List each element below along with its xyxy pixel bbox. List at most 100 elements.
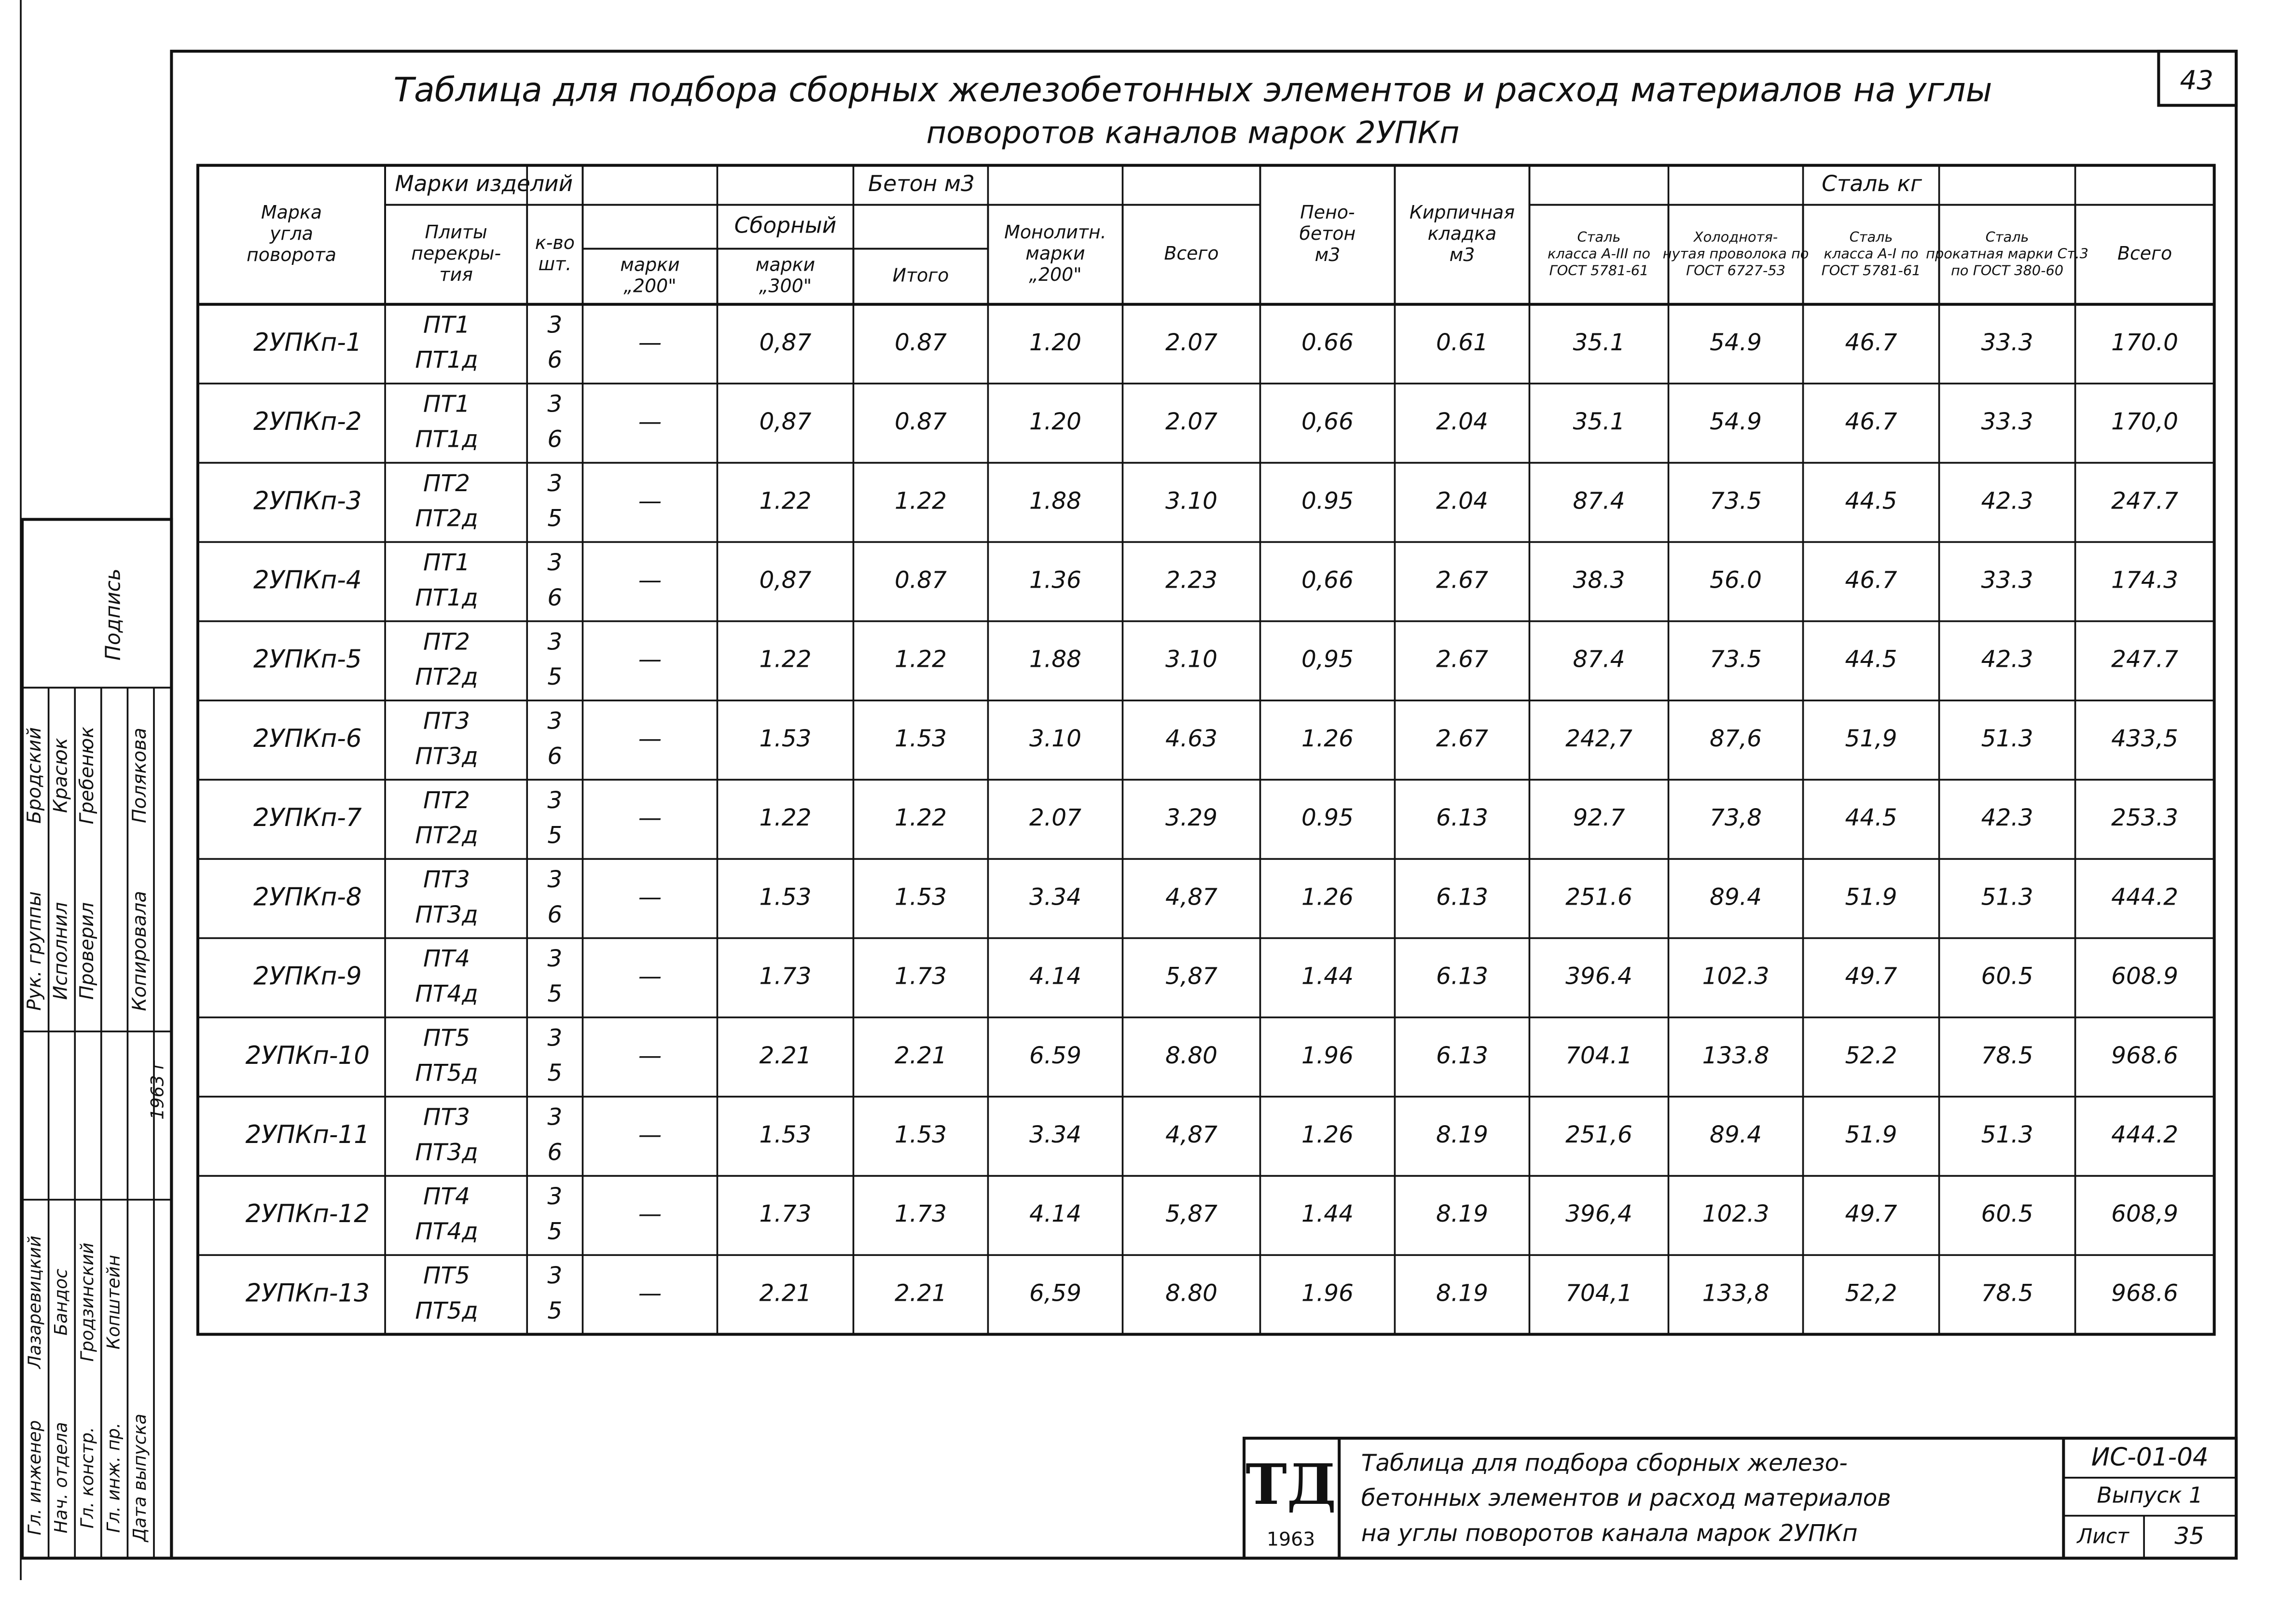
cell-value: 2.21 (895, 1280, 947, 1307)
cell-value: 0,66 (1301, 567, 1354, 594)
cell-value: 1.73 (759, 1200, 811, 1227)
header-text: класса А-III по (1548, 246, 1650, 262)
cell-count: 3 (547, 1183, 562, 1210)
cell-value: 1.53 (759, 883, 811, 910)
cell-value: 8.19 (1436, 1121, 1488, 1148)
cell-mark: 2УПКп-5 (253, 645, 362, 674)
cell-count: 5 (547, 822, 562, 849)
cell-value: 1.22 (895, 487, 947, 514)
cell-value: 0.66 (1301, 329, 1354, 356)
cell-count: 5 (547, 1060, 562, 1087)
year: 1963 (1267, 1528, 1315, 1551)
cell-mark: 2УПКп-3 (253, 486, 362, 515)
cell-value: 2.67 (1436, 646, 1488, 673)
cell-count: 5 (547, 980, 562, 1007)
cell-value: 0,66 (1301, 408, 1354, 435)
title-block (1243, 1436, 2238, 1560)
cell-count: 3 (547, 311, 562, 338)
cell-value: — (638, 1200, 662, 1227)
cell-value: 0.87 (895, 567, 947, 594)
header-text: марки (756, 254, 815, 275)
cell-value: 2.21 (759, 1280, 811, 1307)
cell-value: 49.7 (1845, 1200, 1897, 1227)
cell-value: 444.2 (2111, 883, 2178, 910)
cell-count: 5 (547, 663, 562, 690)
cell-mark: 2УПКп-9 (253, 962, 362, 991)
header-text: „200" (623, 275, 676, 297)
cell-value: 1.53 (895, 725, 947, 752)
cell-count: 3 (547, 1262, 562, 1289)
header-text: Сталь (1577, 229, 1621, 245)
cell-value: 3.10 (1029, 725, 1081, 752)
cell-plate: ПТ3 (423, 708, 470, 735)
page-number-box (2157, 50, 2238, 107)
cell-count: 3 (547, 391, 562, 418)
cell-value: 1.73 (895, 963, 947, 990)
cell-value: 89.4 (1710, 1121, 1762, 1148)
cell-value: 51.9 (1845, 1121, 1897, 1148)
cell-value: — (638, 725, 662, 752)
cell-value: 0,87 (759, 329, 811, 356)
cell-value: 46.7 (1845, 329, 1897, 356)
cell-value: 1.26 (1301, 1121, 1354, 1148)
cell-value: 49.7 (1845, 963, 1897, 990)
cell-value: 44.5 (1845, 646, 1897, 673)
cell-plate: ПТ1 (423, 311, 470, 338)
cell-value: 8.19 (1436, 1200, 1488, 1227)
cell-value: 1.22 (759, 487, 811, 514)
header-text: Итого (893, 265, 949, 286)
cell-value: — (638, 487, 662, 514)
header-text: по ГОСТ 380-60 (1951, 262, 2063, 279)
cell-value: 44.5 (1845, 487, 1897, 514)
header-text: Кирпичная (1410, 202, 1515, 223)
cell-value: 51.9 (1845, 883, 1897, 910)
cell-count: 5 (547, 505, 562, 532)
cell-value: 52.2 (1845, 1042, 1897, 1069)
stamp-name: Копштейн (103, 1255, 124, 1349)
cell-value: 2.67 (1436, 567, 1488, 594)
cell-value: 38.3 (1573, 567, 1625, 594)
cell-value: 1.22 (895, 646, 947, 673)
description-line: бетонных элементов и расход материалов (1361, 1485, 1891, 1512)
cell-value: 1.20 (1029, 329, 1081, 356)
header-text: „300" (759, 275, 812, 297)
sheet-number: 35 (2174, 1523, 2204, 1550)
cell-mark: 2УПКп-13 (246, 1279, 370, 1307)
cell-value: 2.07 (1029, 804, 1081, 831)
cell-value: 54.9 (1710, 408, 1762, 435)
cell-value: 6,59 (1029, 1280, 1081, 1307)
cell-value: 33.3 (1981, 329, 2033, 356)
cell-value: 0,87 (759, 408, 811, 435)
cell-value: 1.96 (1301, 1042, 1354, 1069)
cell-plate: ПТ1 (423, 391, 470, 418)
cell-value: 42.3 (1981, 487, 2033, 514)
cell-value: 87.4 (1573, 487, 1625, 514)
cell-mark: 2УПКп-6 (253, 724, 362, 753)
title-line: поворотов каналов марок 2УПКп (926, 115, 1460, 151)
stamp-name: Красюк (49, 738, 71, 813)
header-text: поворота (247, 244, 336, 265)
header-text: класса А-I по (1824, 246, 1918, 262)
cell-mark: 2УПКп-4 (253, 566, 362, 595)
stamp-role: Нач. отдела (50, 1422, 71, 1533)
stamp-role: Дата выпуска (129, 1414, 150, 1542)
cell-value: 4.14 (1029, 1200, 1081, 1227)
cell-value: 8.80 (1165, 1280, 1217, 1307)
cell-count: 3 (547, 787, 562, 814)
cell-count: 6 (547, 1139, 562, 1166)
cell-value: 54.9 (1710, 329, 1762, 356)
header-text: марки (620, 254, 679, 275)
header-text: Марки изделий (395, 171, 573, 196)
header-text: Сборный (734, 213, 837, 238)
cell-value: 102.3 (1702, 1200, 1770, 1227)
cell-value: 2.04 (1436, 408, 1488, 435)
description-line: Таблица для подбора сборных железо- (1361, 1449, 1848, 1476)
cell-value: 0.87 (895, 329, 947, 356)
cell-value: 2.67 (1436, 725, 1488, 752)
cell-value: 46.7 (1845, 567, 1897, 594)
header-text: шт. (538, 253, 571, 275)
cell-value: 73,8 (1710, 804, 1762, 831)
cell-plate: ПТ4д (415, 1218, 478, 1245)
cell-value: 60.5 (1981, 963, 2033, 990)
cell-value: 0.95 (1301, 804, 1354, 831)
